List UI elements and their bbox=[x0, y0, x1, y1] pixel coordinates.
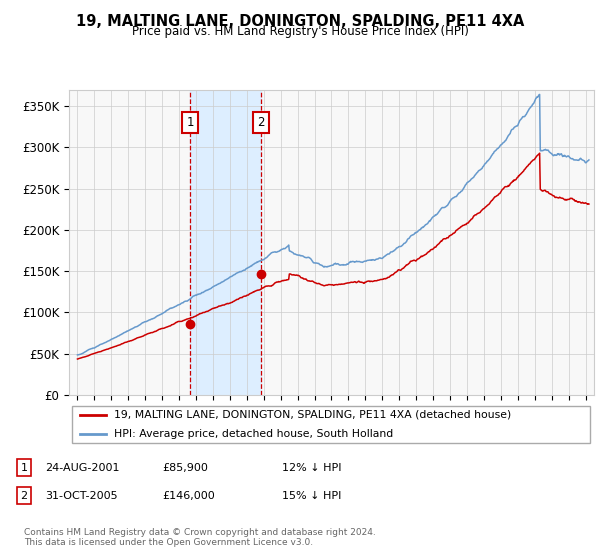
Text: 2: 2 bbox=[20, 491, 28, 501]
Text: 31-OCT-2005: 31-OCT-2005 bbox=[45, 491, 118, 501]
Text: HPI: Average price, detached house, South Holland: HPI: Average price, detached house, Sout… bbox=[113, 429, 393, 439]
Text: £85,900: £85,900 bbox=[162, 463, 208, 473]
Text: £146,000: £146,000 bbox=[162, 491, 215, 501]
Text: 19, MALTING LANE, DONINGTON, SPALDING, PE11 4XA (detached house): 19, MALTING LANE, DONINGTON, SPALDING, P… bbox=[113, 409, 511, 419]
Text: 2: 2 bbox=[257, 116, 265, 129]
Text: 1: 1 bbox=[187, 116, 194, 129]
Text: 12% ↓ HPI: 12% ↓ HPI bbox=[282, 463, 341, 473]
Bar bbox=[190, 90, 261, 395]
Text: Price paid vs. HM Land Registry's House Price Index (HPI): Price paid vs. HM Land Registry's House … bbox=[131, 25, 469, 38]
FancyBboxPatch shape bbox=[71, 406, 590, 443]
Text: 15% ↓ HPI: 15% ↓ HPI bbox=[282, 491, 341, 501]
Text: 1: 1 bbox=[20, 463, 28, 473]
Text: 19, MALTING LANE, DONINGTON, SPALDING, PE11 4XA: 19, MALTING LANE, DONINGTON, SPALDING, P… bbox=[76, 14, 524, 29]
Text: Contains HM Land Registry data © Crown copyright and database right 2024.
This d: Contains HM Land Registry data © Crown c… bbox=[24, 528, 376, 547]
Text: 24-AUG-2001: 24-AUG-2001 bbox=[45, 463, 119, 473]
